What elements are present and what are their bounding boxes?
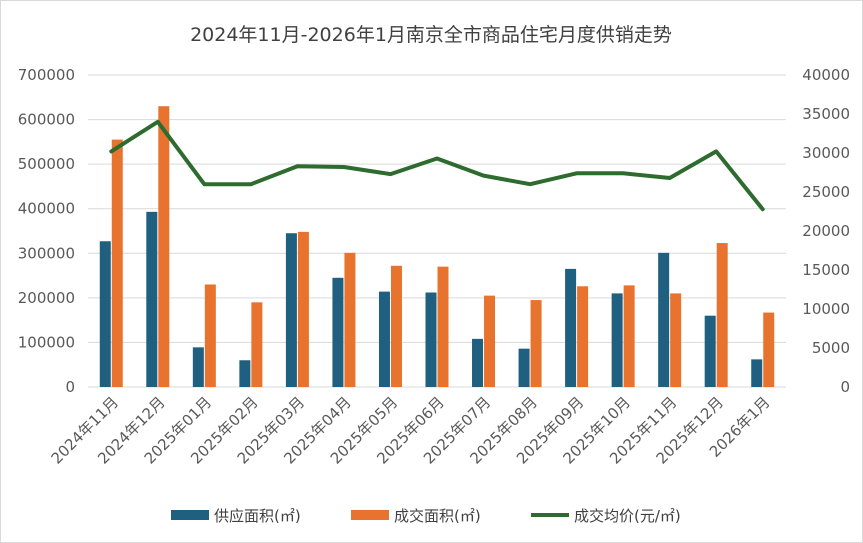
sales-bar (670, 293, 682, 387)
right-tick-label: 5000 (812, 339, 850, 357)
sales-bar (251, 302, 263, 387)
supply-bar (704, 315, 716, 387)
legend: 供应面积(㎡) 成交面积(㎡) 成交均价(元/㎡) (171, 507, 681, 525)
left-tick-label: 0 (65, 378, 75, 396)
legend-label: 供应面积(㎡) (214, 507, 301, 525)
supply-bar (472, 338, 484, 387)
right-tick-label: 10000 (802, 300, 850, 318)
right-tick-label: 40000 (802, 66, 850, 84)
sales-bar (204, 284, 216, 387)
right-axis-ticks: 0 5000 10000 15000 20000 25000 30000 35000 40000 (802, 66, 850, 396)
left-tick-label: 700000 (18, 66, 75, 84)
sales-bar (763, 312, 775, 387)
right-tick-label: 20000 (802, 222, 850, 240)
sales-bar (297, 231, 309, 387)
category-labels: 2024年11月2024年12月2025年01月2025年02月2025年03月… (48, 393, 774, 467)
line-series (109, 119, 765, 212)
price-line (109, 119, 765, 212)
bar-series (99, 106, 775, 387)
sales-bar (577, 286, 589, 387)
right-tick-label: 30000 (802, 144, 850, 162)
supply-bar (658, 252, 670, 387)
left-axis-ticks: 0 100000 200000 300000 400000 500000 600000 700… (18, 66, 75, 396)
sales-bar (437, 266, 449, 387)
left-tick-label: 400000 (18, 200, 75, 218)
gridlines (88, 74, 786, 388)
left-tick-label: 600000 (18, 111, 75, 129)
sales-bar (158, 106, 170, 387)
sales-bar (344, 252, 356, 387)
sales-bar (716, 243, 728, 387)
supply-bar (378, 291, 390, 387)
supply-bar (751, 359, 763, 387)
sales-bar (390, 265, 402, 387)
right-tick-label: 25000 (802, 183, 850, 201)
left-tick-label: 300000 (18, 244, 75, 262)
supply-bar (425, 292, 437, 387)
legend-label: 成交面积(㎡) (394, 507, 481, 525)
supply-bar (146, 211, 158, 387)
left-tick-label: 500000 (18, 155, 75, 173)
supply-bar (239, 360, 251, 387)
sales-bar (530, 300, 542, 387)
supply-bar (192, 347, 204, 387)
legend-swatch (351, 510, 389, 520)
right-tick-label: 35000 (802, 105, 850, 123)
left-tick-label: 100000 (18, 333, 75, 351)
legend-label: 成交均价(元/㎡) (574, 507, 681, 525)
supply-bar (611, 293, 623, 387)
sales-bar (623, 285, 635, 387)
supply-bar (285, 233, 297, 387)
right-tick-label: 0 (840, 378, 850, 396)
chart-title: 2024年11月-2026年1月南京全市商品住宅月度供销走势 (190, 24, 672, 46)
supply-bar (332, 277, 344, 387)
sales-bar (111, 139, 123, 387)
supply-bar (99, 241, 111, 387)
supply-bar (565, 268, 577, 387)
left-tick-label: 200000 (18, 289, 75, 307)
legend-swatch (171, 510, 209, 520)
sales-bar (484, 295, 496, 387)
right-tick-label: 15000 (802, 261, 850, 279)
supply-bar (518, 348, 530, 387)
